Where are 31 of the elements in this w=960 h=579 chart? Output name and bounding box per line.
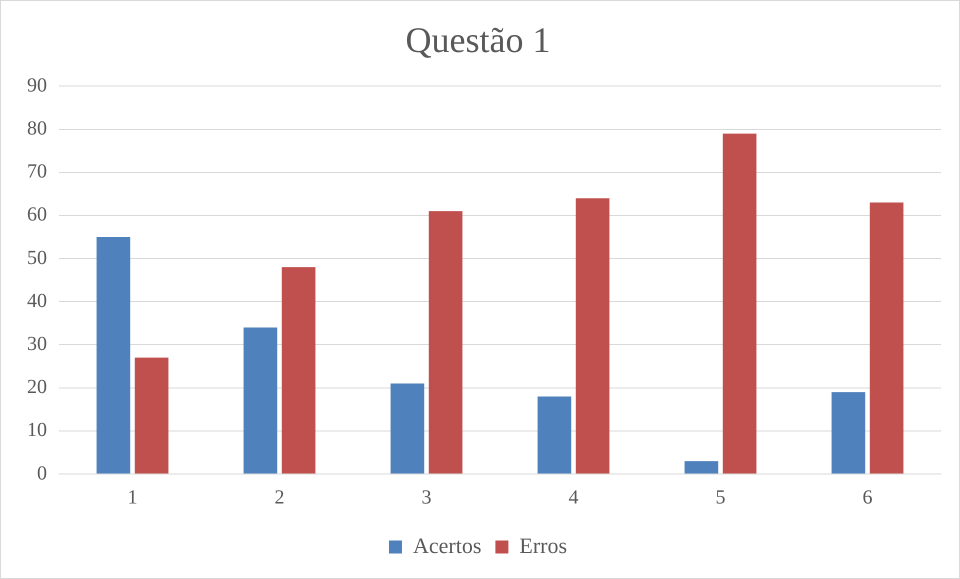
- x-tick-label: 6: [862, 486, 872, 508]
- legend-label: Acertos: [412, 532, 482, 558]
- x-tick-label: 1: [128, 486, 138, 508]
- bar: [722, 134, 756, 474]
- bar: [390, 384, 424, 474]
- bar: [282, 267, 316, 474]
- bar: [684, 461, 718, 474]
- x-tick-label: 2: [274, 486, 284, 508]
- bar: [576, 198, 610, 474]
- bar: [870, 202, 904, 474]
- bar: [428, 211, 462, 474]
- x-tick-label: 5: [716, 486, 726, 508]
- y-tick-label: 70: [27, 160, 47, 183]
- y-tick-label: 50: [27, 246, 47, 269]
- x-tick-label: 4: [568, 486, 578, 508]
- bar: [832, 392, 866, 474]
- chart-title: Questão 1: [406, 20, 550, 60]
- y-tick-label: 20: [27, 376, 47, 398]
- x-tick-label: 3: [422, 486, 432, 508]
- bar: [244, 328, 278, 474]
- y-tick-label: 10: [27, 419, 47, 442]
- legend-label: Erros: [519, 532, 568, 558]
- y-tick-label: 30: [27, 332, 47, 355]
- y-tick-label: 80: [27, 118, 47, 140]
- bar: [96, 237, 130, 474]
- bar: [134, 358, 168, 474]
- y-tick-label: 60: [27, 204, 47, 226]
- y-tick-label: 0: [37, 462, 47, 484]
- y-tick-label: 90: [27, 74, 47, 96]
- y-tick-label: 40: [27, 290, 47, 312]
- bar: [538, 396, 572, 474]
